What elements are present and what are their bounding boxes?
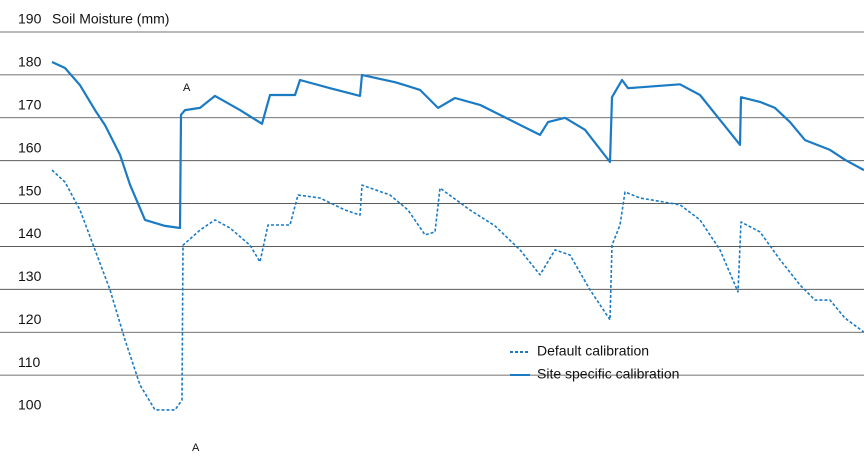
chart-title: Soil Moisture (mm) <box>52 11 169 27</box>
y-tick-label: 140 <box>18 225 42 241</box>
y-tick-label: 170 <box>18 96 42 112</box>
y-tick-label: 100 <box>18 397 42 413</box>
y-tick-label: 110 <box>18 354 41 370</box>
legend-label: Default calibration <box>537 343 649 359</box>
annotation: A <box>183 82 191 94</box>
annotation: A <box>192 442 200 454</box>
y-tick-label: 180 <box>18 54 42 70</box>
series-line <box>51 169 864 411</box>
y-tick-label: 130 <box>18 268 42 284</box>
y-tick-label: 160 <box>18 139 42 155</box>
legend-label: Site specific calibration <box>537 366 679 382</box>
y-tick-label: 150 <box>18 182 42 198</box>
y-tick-label: 190 <box>18 11 42 27</box>
series-line <box>51 61 864 230</box>
y-tick-label: 120 <box>18 311 42 327</box>
